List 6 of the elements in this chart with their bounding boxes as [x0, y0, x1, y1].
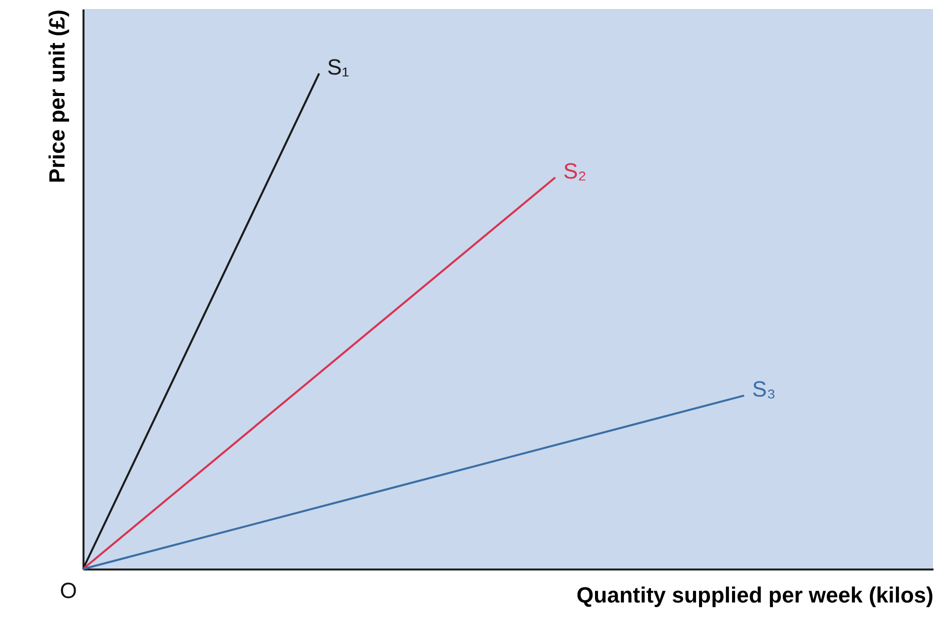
series-label: S₁: [327, 54, 350, 80]
series-label: S₂: [563, 158, 586, 184]
text: O: [60, 578, 77, 603]
y-axis-title: Price per unit (£): [44, 10, 70, 184]
x-axis-title: Quantity supplied per week (kilos): [576, 582, 934, 608]
series-label: S₃: [752, 376, 776, 402]
